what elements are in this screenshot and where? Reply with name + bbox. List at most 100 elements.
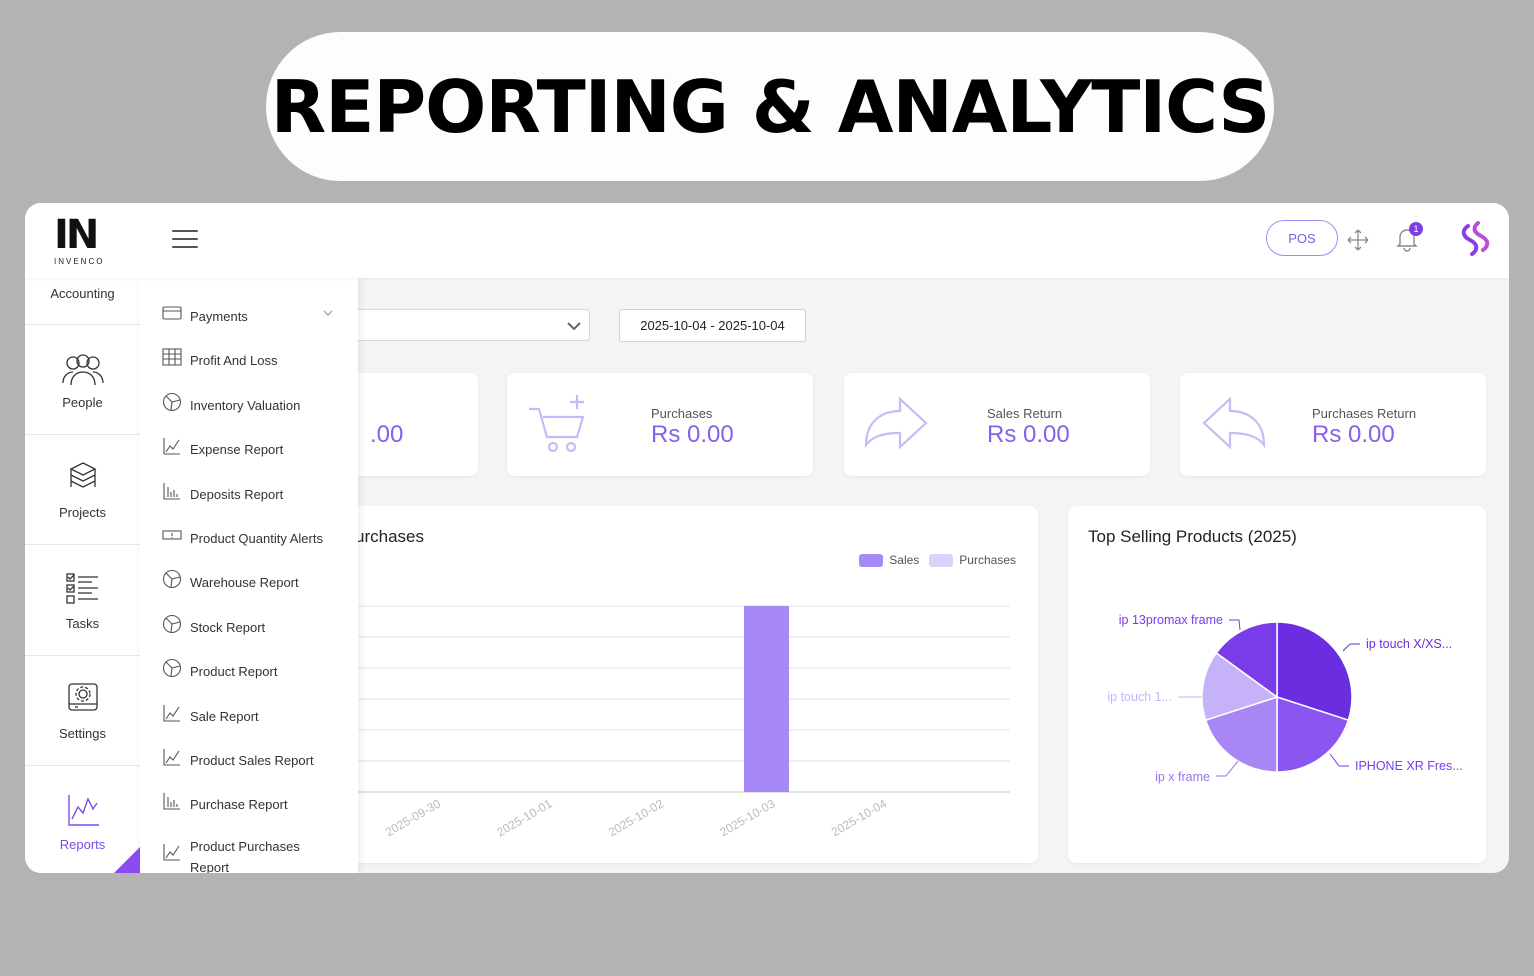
submenu-item-product-report[interactable]: Product Report — [140, 644, 358, 688]
legend-item-purchases[interactable]: Purchases — [929, 553, 1016, 567]
pie-slice[interactable] — [1276, 621, 1353, 722]
legend-swatch — [859, 553, 884, 567]
submenu-item-warehouse-report[interactable]: Warehouse Report — [140, 555, 358, 599]
rail-label: Settings — [59, 726, 106, 741]
x-tick-label: 2025-10-01 — [494, 796, 554, 839]
projects-icon — [69, 462, 96, 488]
chart-title: urchases — [355, 527, 424, 546]
active-corner-marker — [114, 847, 140, 873]
submenu-item-product-sales-report[interactable]: Product Sales Report — [140, 733, 358, 777]
submenu-label: Product Sales Report — [190, 752, 314, 768]
pie-leader-line — [1342, 643, 1360, 652]
x-tick-label: 2025-10-04 — [829, 796, 889, 839]
x-tick-label: 2025-10-03 — [717, 796, 777, 839]
notification-badge: 1 — [1409, 222, 1423, 236]
stat-card-sales-return: Sales Return Rs 0.00 — [844, 373, 1150, 476]
submenu-item-product-quantity-alerts[interactable]: Product Quantity Alerts — [140, 511, 358, 555]
pie-leader-line — [1229, 619, 1241, 631]
pie-slice[interactable] — [1201, 651, 1279, 722]
submenu-item-profit-and-loss[interactable]: Profit And Loss — [140, 333, 358, 377]
stat-value: Rs 0.00 — [987, 421, 1070, 448]
pie-slice-label: IPHONE XR Fres... — [1355, 759, 1463, 773]
app-window: IN INVENCO POS 1 Accounting People — [25, 203, 1509, 873]
sales-purchases-chart-card: urchases Sales Purchases 5-09-292025-09-… — [250, 506, 1038, 863]
submenu-label: Product Quantity Alerts — [190, 530, 323, 546]
rail-label: Accounting — [50, 286, 115, 301]
submenu-item-expense-report[interactable]: Expense Report — [140, 422, 358, 466]
pie-title: Top Selling Products (2025) — [1088, 527, 1297, 546]
rail-item-reports[interactable]: Reports — [25, 766, 140, 873]
rail-item-accounting[interactable]: Accounting — [25, 278, 140, 325]
submenu-item-inventory-valuation[interactable]: Inventory Valuation — [140, 378, 358, 422]
warehouse-select[interactable] — [355, 309, 590, 341]
submenu-item-stock-report[interactable]: Stock Report — [140, 600, 358, 644]
logo[interactable]: IN INVENCO — [54, 215, 108, 266]
rail-item-settings[interactable]: Settings — [25, 656, 140, 766]
top-selling-products-card: Top Selling Products (2025) ip touch X/X… — [1068, 506, 1486, 863]
pie-slice-label: ip touch 1... — [1107, 690, 1172, 704]
bar-chart-icon — [163, 793, 180, 810]
alert-box-icon — [162, 530, 182, 540]
pie-slice[interactable] — [1276, 695, 1350, 773]
brand-logo-icon[interactable] — [1458, 220, 1494, 256]
line-chart-icon — [163, 748, 180, 766]
pie-slice[interactable] — [1204, 695, 1278, 773]
rail-item-projects[interactable]: Projects — [25, 435, 140, 545]
stat-value: Rs 0.00 — [651, 421, 734, 448]
rail-item-people[interactable]: People — [25, 325, 140, 435]
pie-icon — [162, 614, 182, 633]
pos-button[interactable]: POS — [1266, 220, 1338, 256]
rail-label: Projects — [59, 505, 106, 520]
module-rail: Accounting People Projects Tasks — [25, 278, 140, 873]
top-bar: IN INVENCO POS 1 — [25, 203, 1509, 278]
pie-leader-line — [1329, 753, 1349, 767]
submenu-label: Product Purchases Report — [190, 838, 300, 873]
submenu-label: Expense Report — [190, 442, 284, 458]
stat-label: Sales Return — [987, 406, 1063, 421]
submenu-label: Purchase Report — [190, 797, 288, 813]
fullscreen-icon[interactable] — [1345, 227, 1371, 253]
table-icon — [162, 348, 182, 366]
submenu-item-sale-report[interactable]: Sale Report — [140, 689, 358, 733]
chevron-down-icon[interactable] — [322, 307, 334, 319]
submenu-label: Profit And Loss — [190, 353, 278, 369]
legend-item-sales[interactable]: Sales — [859, 553, 919, 567]
line-chart-icon — [163, 843, 180, 861]
pie-slice-label: ip 13promax frame — [1119, 613, 1223, 627]
stat-card-purchases: Purchases Rs 0.00 — [507, 373, 813, 476]
date-range-picker[interactable]: 2025-10-04 - 2025-10-04 — [619, 309, 806, 342]
pie-slice-label: ip x frame — [1155, 770, 1210, 784]
submenu-item-product-purchases-report[interactable]: Product Purchases Report — [140, 822, 358, 873]
submenu-label: Deposits Report — [190, 486, 284, 502]
stat-value: .00 — [370, 421, 404, 448]
logo-mark: IN — [54, 212, 99, 258]
pie-slice[interactable] — [1215, 621, 1278, 699]
rail-label: People — [62, 395, 103, 410]
line-chart-icon — [163, 704, 180, 722]
submenu-label: Product Report — [190, 664, 278, 680]
cart-icon — [529, 395, 585, 453]
people-icon — [61, 354, 104, 386]
bar-chart: 5-09-292025-09-302025-10-012025-10-02202… — [289, 605, 1010, 839]
submenu-label: Payments — [190, 309, 248, 324]
pie-icon — [162, 570, 182, 589]
stat-label: Purchases Return — [1312, 406, 1417, 421]
submenu-label: Stock Report — [190, 619, 266, 635]
submenu-item-deposits-report[interactable]: Deposits Report — [140, 467, 358, 511]
rail-item-tasks[interactable]: Tasks — [25, 546, 140, 656]
legend-label: Purchases — [959, 553, 1016, 567]
pie-slice-label: ip touch X/XS... — [1366, 637, 1452, 651]
stat-card-purchases-return: Purchases Return Rs 0.00 — [1180, 373, 1486, 476]
stat-label: Purchases — [651, 406, 713, 421]
pie-icon — [162, 392, 182, 411]
bar-sales[interactable] — [744, 606, 789, 792]
logo-text: INVENCO — [54, 257, 105, 266]
pie-leader-line — [1216, 760, 1239, 777]
submenu-item-purchase-report[interactable]: Purchase Report — [140, 777, 358, 821]
pie-icon — [162, 659, 182, 678]
submenu-item-payments[interactable]: Payments — [140, 289, 358, 333]
menu-icon[interactable] — [172, 230, 198, 248]
card-icon — [162, 306, 182, 320]
submenu-label: Warehouse Report — [190, 575, 299, 591]
submenu-label: Sale Report — [190, 708, 259, 724]
